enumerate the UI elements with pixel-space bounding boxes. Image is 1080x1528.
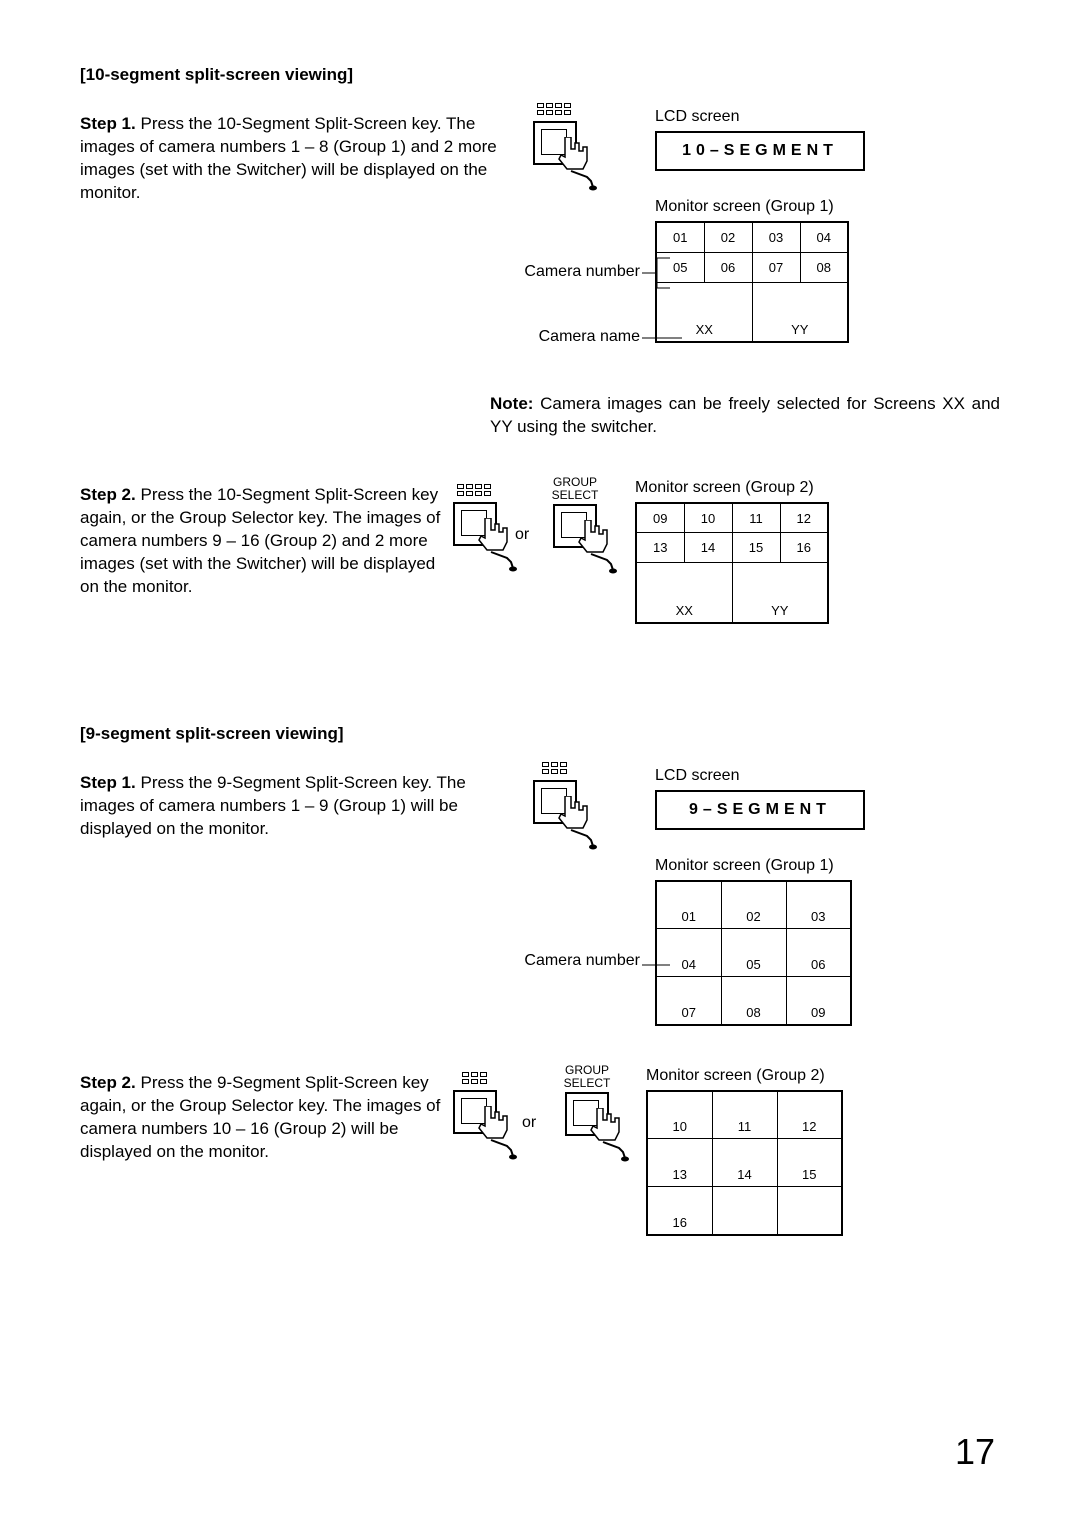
- monitor-label-g1: Monitor screen (Group 1): [655, 198, 834, 216]
- lcd-display: 9–SEGMENT: [655, 790, 865, 830]
- or-label: or: [522, 1114, 536, 1132]
- section-9-step1-text: Step 1. Press the 9-Segment Split-Screen…: [80, 772, 510, 841]
- monitor-grid-10seg-g2: 09101112 13141516 XXYY: [635, 502, 829, 624]
- section-10-step1-text: Step 1. Press the 10-Segment Split-Scree…: [80, 113, 510, 205]
- split-screen-key-icon: [445, 484, 505, 546]
- page-number: 17: [955, 1431, 995, 1473]
- hand-press-icon: [573, 520, 623, 575]
- step-body: Press the 9-Segment Split-Screen key. Th…: [80, 773, 466, 838]
- lcd-screen-label: LCD screen: [655, 108, 739, 126]
- camera-number-label: Camera number: [505, 952, 640, 970]
- monitor-grid-9seg-g1: 010203 040506 070809: [655, 880, 852, 1026]
- lcd-text: 9–SEGMENT: [689, 801, 831, 819]
- group-select-key-icon: [545, 504, 605, 548]
- monitor-label-g1: Monitor screen (Group 1): [655, 857, 834, 875]
- lcd-text: 10–SEGMENT: [682, 142, 838, 160]
- monitor-grid-9seg-g2: 101112 131415 16: [646, 1090, 843, 1236]
- monitor-grid-10seg-g1: 01020304 05060708 XXYY: [655, 221, 849, 343]
- hand-press-icon: [473, 1106, 523, 1161]
- manual-page: [10-segment split-screen viewing] Step 1…: [0, 0, 1080, 1528]
- step-label: Step 1.: [80, 114, 136, 133]
- step-label: Step 2.: [80, 485, 136, 504]
- section-10-heading: [10-segment split-screen viewing]: [80, 65, 1000, 85]
- step-label: Step 2.: [80, 1073, 136, 1092]
- section-9-heading: [9-segment split-screen viewing]: [80, 724, 1000, 744]
- camera-number-label: Camera number: [505, 263, 640, 281]
- monitor-label-g2: Monitor screen (Group 2): [635, 479, 814, 497]
- hand-press-icon: [585, 1108, 635, 1163]
- step-body: Press the 10-Segment Split-Screen key. T…: [80, 114, 497, 202]
- hand-press-icon: [553, 796, 603, 851]
- or-label: or: [515, 526, 529, 544]
- split-screen-key-icon: [445, 1072, 505, 1134]
- split-screen-key-icon: [525, 103, 585, 165]
- step-label: Step 1.: [80, 773, 136, 792]
- section-9-step2-text: Step 2. Press the 9-Segment Split-Screen…: [80, 1072, 450, 1164]
- monitor-label-g2: Monitor screen (Group 2): [646, 1067, 825, 1085]
- lcd-display: 10–SEGMENT: [655, 131, 865, 171]
- hand-press-icon: [553, 137, 603, 192]
- group-select-label: GROUP SELECT: [545, 476, 605, 502]
- group-select-key-icon: [557, 1092, 617, 1136]
- lcd-screen-label: LCD screen: [655, 767, 739, 785]
- group-select-label: GROUP SELECT: [557, 1064, 617, 1090]
- section-10-step2-text: Step 2. Press the 10-Segment Split-Scree…: [80, 484, 450, 599]
- split-screen-key-icon: [525, 762, 585, 824]
- camera-name-label: Camera name: [505, 328, 640, 346]
